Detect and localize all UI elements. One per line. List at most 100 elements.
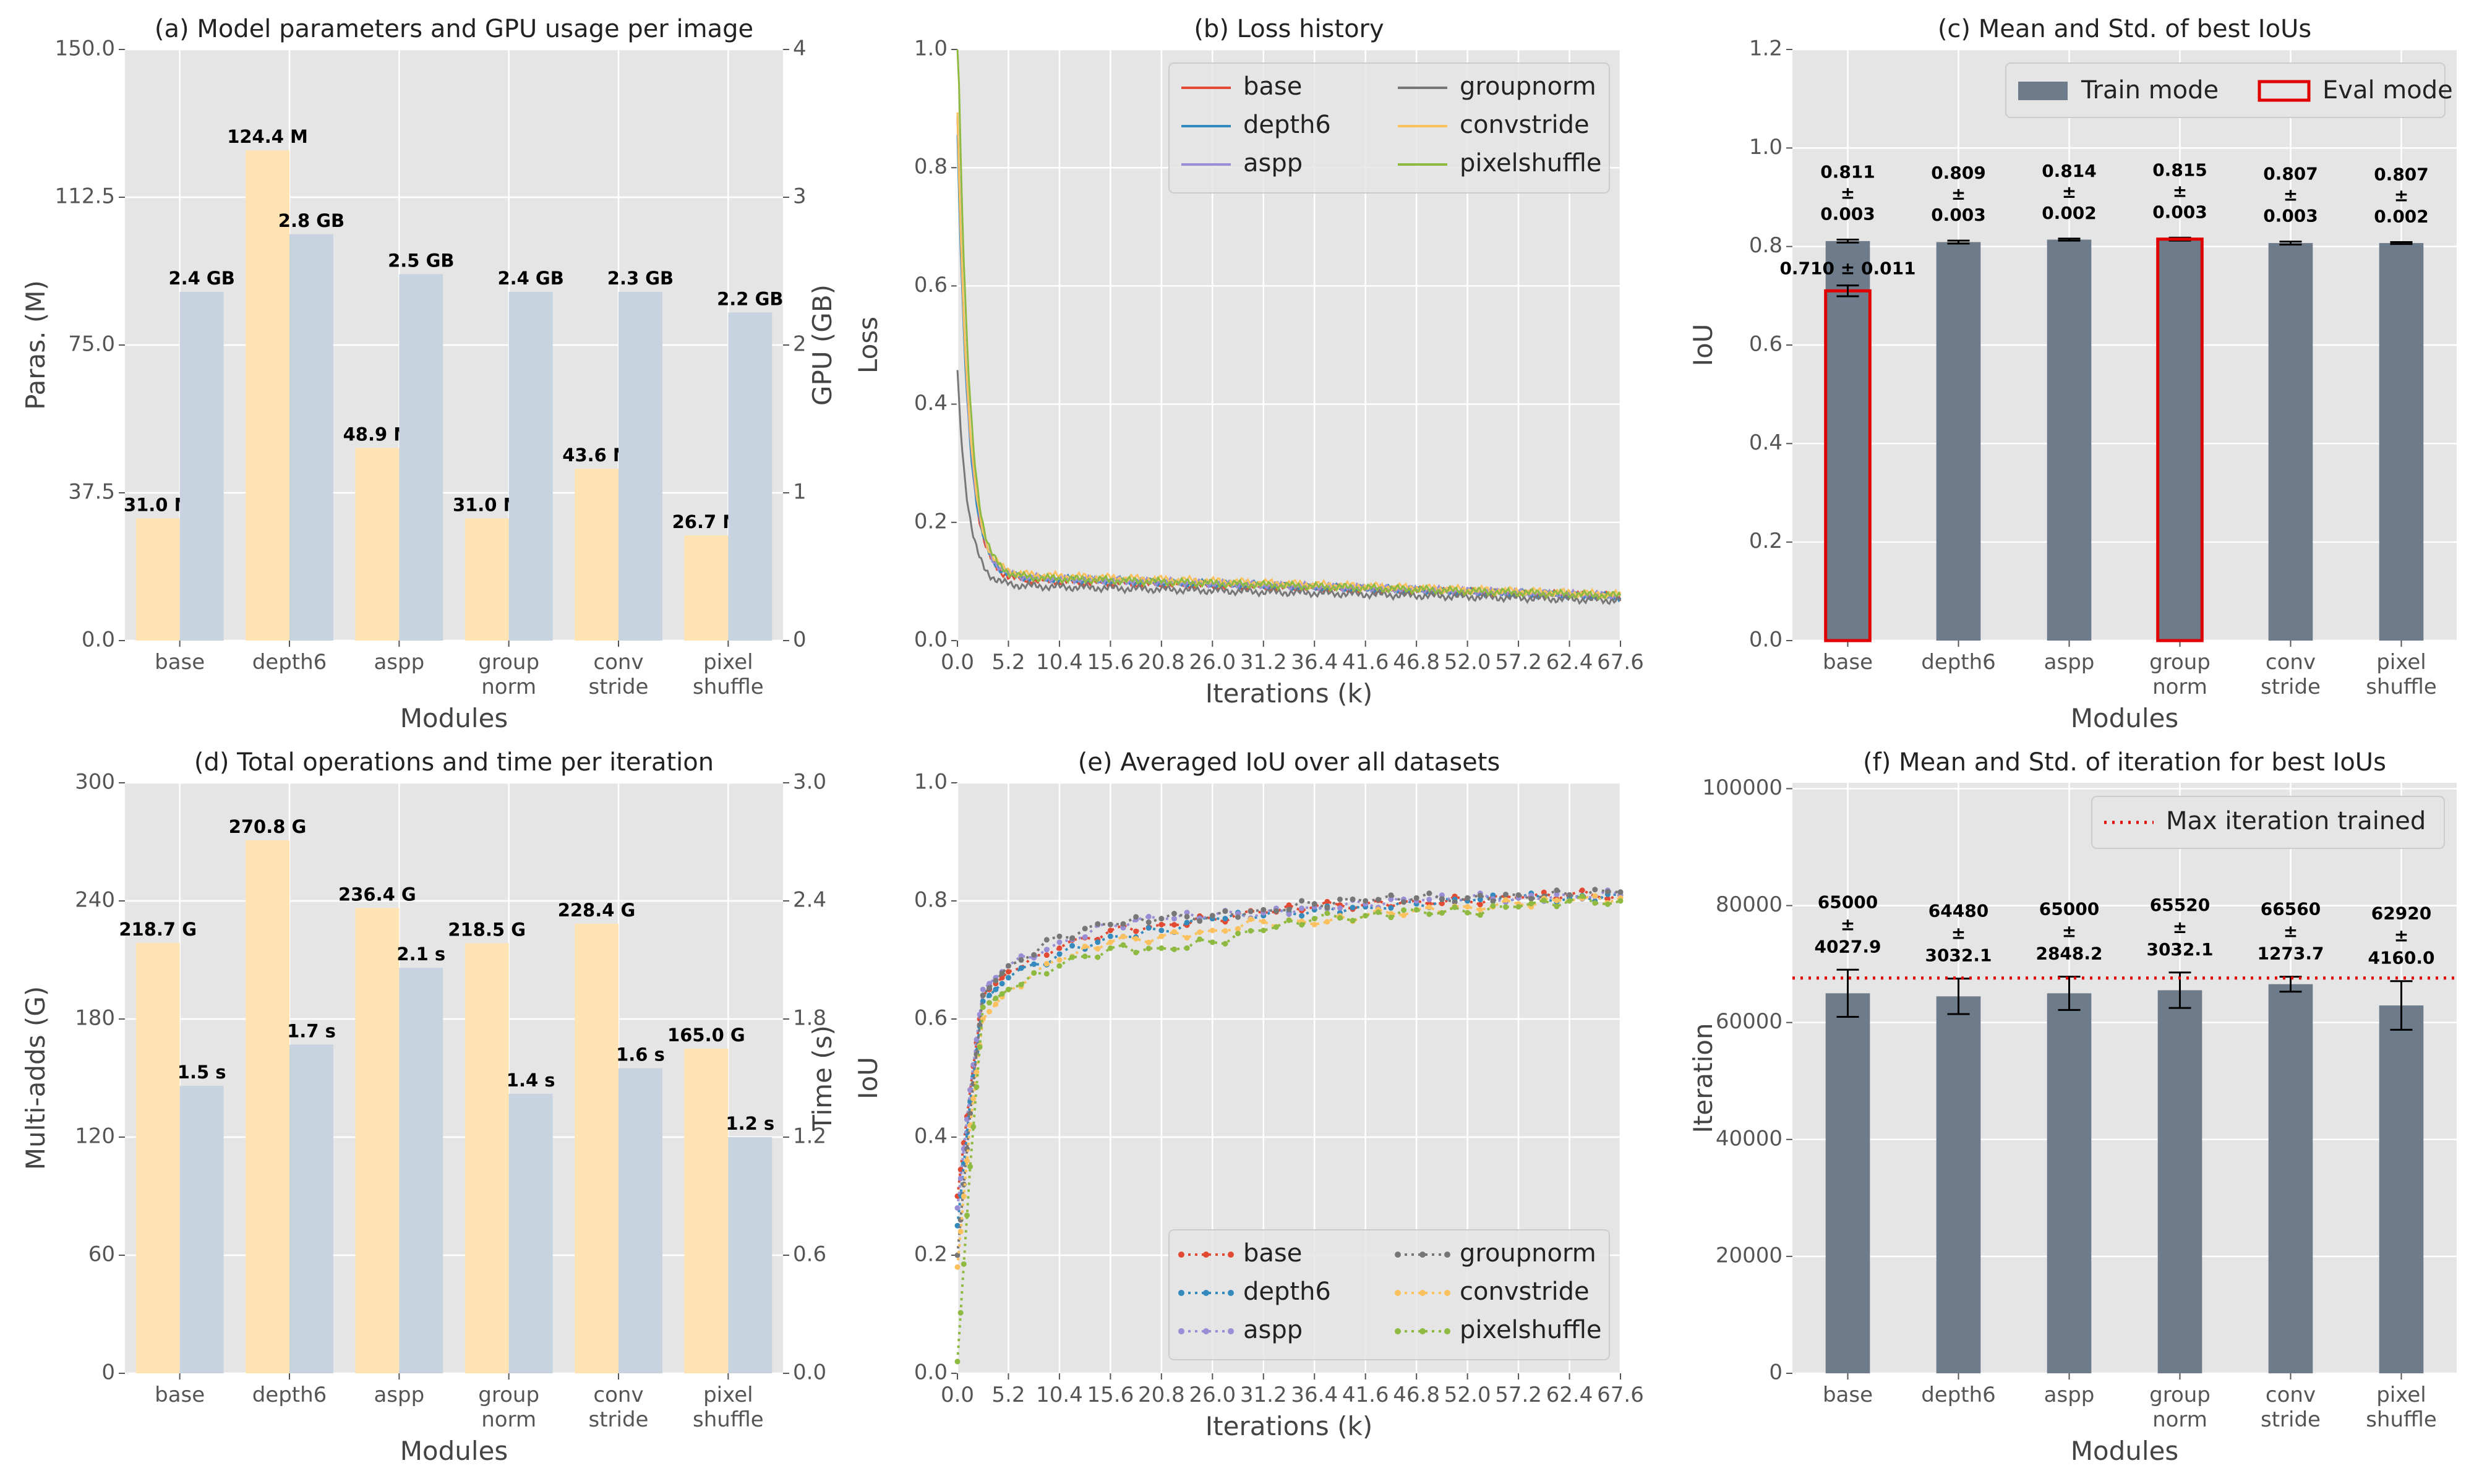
legend-swatch-eval — [2258, 80, 2311, 102]
iou-point-pixelshuffle — [1133, 949, 1139, 955]
xtick-label: 62.4 — [1546, 650, 1593, 675]
iou-point-pixelshuffle — [1056, 963, 1063, 969]
xtick-label: 26.0 — [1189, 650, 1236, 675]
xtick-label: 0.0 — [941, 650, 974, 675]
xtick-label: aspp — [2044, 650, 2095, 675]
xtick-label: 26.0 — [1189, 1383, 1236, 1407]
legend-marker — [1444, 1290, 1450, 1296]
bar-left — [575, 469, 618, 641]
xtick-label: pixel shuffle — [2366, 650, 2437, 699]
ytick-label: 0.0 — [914, 1360, 948, 1385]
iou-point-groupnorm — [1452, 899, 1458, 905]
legend-marker — [1444, 1252, 1450, 1258]
ytick-label-right: 1.8 — [793, 1006, 826, 1031]
iou-point-depth6 — [1350, 905, 1356, 911]
iou-point-pixelshuffle — [987, 1000, 993, 1006]
ytick-label: 1.0 — [914, 770, 948, 795]
y-axis-label: Multi-adds (G) — [20, 986, 51, 1170]
iou-point-depth6 — [993, 986, 999, 992]
ytick-label: 0.4 — [1749, 430, 1783, 455]
xtick-label: aspp — [374, 1383, 424, 1407]
iou-point-base — [1477, 902, 1483, 908]
ytick-label: 0.4 — [914, 391, 948, 416]
legend-marker — [1228, 1252, 1234, 1258]
train-value-label: ± — [1951, 184, 1966, 204]
ytick-label-right: 3.0 — [793, 770, 826, 795]
xtick-label: 46.8 — [1393, 1383, 1440, 1407]
iou-point-pixelshuffle — [1324, 910, 1330, 916]
iou-point-base — [1133, 928, 1139, 934]
iou-point-aspp — [1145, 913, 1152, 919]
iou-point-depth6 — [1018, 965, 1024, 971]
iou-point-pixelshuffle — [1005, 986, 1011, 992]
iou-point-aspp — [1286, 911, 1292, 918]
xtick-label: base — [155, 650, 205, 675]
iou-point-convstride — [1145, 939, 1152, 945]
panel-f: (f) Mean and Std. of iteration for best … — [1688, 748, 2457, 1466]
iou-point-pixelshuffle — [1273, 924, 1279, 930]
iou-point-pixelshuffle — [1452, 904, 1458, 910]
legend-marker — [1203, 1328, 1209, 1334]
iou-point-pixelshuffle — [999, 991, 1005, 997]
legend-label-train: Train mode — [2081, 76, 2219, 104]
iteration-value-label: 62920 — [2371, 903, 2431, 924]
iou-point-pixelshuffle — [1286, 917, 1292, 923]
train-value-label: 0.002 — [2042, 203, 2097, 223]
iteration-value-label: 3032.1 — [2146, 939, 2213, 960]
xtick-label: depth6 — [1921, 1383, 1996, 1407]
iou-point-groupnorm — [1413, 895, 1419, 901]
iou-point-pixelshuffle — [1120, 942, 1126, 948]
ytick-label: 0.2 — [914, 1242, 948, 1267]
x-axis-label: Iterations (k) — [1205, 678, 1372, 709]
legend-label-pixelshuffle: pixelshuffle — [1460, 149, 1602, 177]
ytick-label: 0.8 — [1749, 233, 1783, 258]
ytick-label: 1.2 — [1749, 36, 1783, 61]
iou-point-convstride — [961, 1193, 967, 1199]
iou-point-aspp — [954, 1205, 961, 1211]
iou-point-convstride — [1261, 918, 1267, 924]
legend-label-depth6: depth6 — [1243, 111, 1331, 139]
bar-right — [508, 1093, 553, 1373]
iou-point-groupnorm — [1426, 890, 1432, 897]
bar-left — [464, 518, 509, 641]
iou-point-groupnorm — [1005, 963, 1011, 969]
iou-point-pixelshuffle — [1413, 906, 1419, 913]
iou-point-base — [1043, 952, 1050, 958]
bar-right-label: 2.5 GB — [388, 250, 454, 271]
bar-left — [684, 1048, 729, 1373]
bar-right — [399, 274, 443, 641]
train-value-label: ± — [2284, 185, 2298, 205]
iou-point-convstride — [1158, 933, 1165, 939]
ytick-label: 0.8 — [914, 155, 948, 179]
iou-point-groupnorm — [1515, 892, 1522, 898]
iou-point-pixelshuffle — [1363, 913, 1369, 919]
legend-marker — [1395, 1290, 1401, 1296]
eval-bar — [2156, 237, 2204, 642]
iou-point-convstride — [1426, 904, 1432, 910]
x-axis-label: Modules — [2071, 1436, 2179, 1466]
iou-point-pixelshuffle — [1426, 911, 1432, 917]
iou-point-groupnorm — [1477, 892, 1483, 898]
legend-label-base: base — [1243, 72, 1302, 101]
iou-point-pixelshuffle — [1439, 910, 1445, 916]
iou-point-aspp — [964, 1116, 970, 1122]
train-value-label: 0.003 — [1931, 205, 1986, 225]
plot-area-f — [1792, 783, 2457, 1373]
legend: base depth6 aspp groupnorm convstride pixelsh… — [1168, 1229, 1610, 1360]
bar-left-label: 124.4 M — [227, 126, 308, 147]
iou-point-groupnorm — [999, 970, 1005, 976]
xtick-label: pixel shuffle — [693, 650, 764, 699]
iou-point-base — [1171, 922, 1177, 928]
xtick-label: 67.6 — [1597, 650, 1644, 675]
iou-point-convstride — [1477, 906, 1483, 913]
ytick-label: 0.4 — [914, 1124, 948, 1149]
iou-point-groupnorm — [1528, 896, 1534, 902]
train-value-label: 0.811 — [1820, 162, 1875, 182]
bar-left — [464, 943, 509, 1373]
iou-point-groupnorm — [1018, 957, 1024, 963]
iou-point-pixelshuffle — [967, 1164, 974, 1170]
iteration-value-label: ± — [1841, 914, 1855, 934]
iou-point-convstride — [1465, 904, 1471, 910]
iteration-value-label: 66560 — [2261, 899, 2321, 919]
iou-point-groupnorm — [1222, 908, 1228, 915]
